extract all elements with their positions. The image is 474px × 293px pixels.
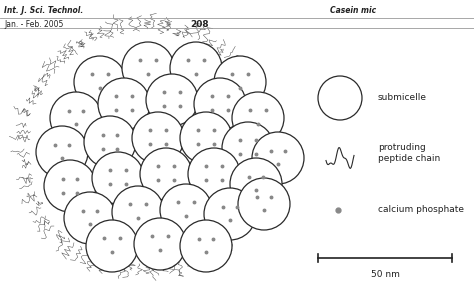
Circle shape bbox=[230, 158, 282, 210]
Circle shape bbox=[180, 112, 232, 164]
Circle shape bbox=[140, 148, 192, 200]
Circle shape bbox=[74, 56, 126, 108]
Circle shape bbox=[238, 178, 290, 230]
Text: Casein mic: Casein mic bbox=[330, 6, 376, 15]
Circle shape bbox=[122, 42, 174, 94]
Circle shape bbox=[36, 126, 88, 178]
Circle shape bbox=[194, 78, 246, 130]
Text: submicelle: submicelle bbox=[378, 93, 427, 103]
Text: protruding
peptide chain: protruding peptide chain bbox=[378, 143, 440, 163]
Text: 50 nm: 50 nm bbox=[371, 270, 400, 279]
Text: 208: 208 bbox=[191, 20, 210, 29]
Circle shape bbox=[112, 186, 164, 238]
Text: Int. J. Sci. Technol.: Int. J. Sci. Technol. bbox=[4, 6, 83, 15]
Circle shape bbox=[204, 188, 256, 240]
Circle shape bbox=[64, 192, 116, 244]
Circle shape bbox=[252, 132, 304, 184]
Text: calcium phosphate: calcium phosphate bbox=[378, 205, 464, 214]
Circle shape bbox=[92, 152, 144, 204]
Text: Jan. - Feb. 2005: Jan. - Feb. 2005 bbox=[4, 20, 64, 29]
Circle shape bbox=[134, 218, 186, 270]
Circle shape bbox=[50, 92, 102, 144]
Circle shape bbox=[84, 116, 136, 168]
Circle shape bbox=[180, 220, 232, 272]
Circle shape bbox=[98, 78, 150, 130]
Circle shape bbox=[146, 74, 198, 126]
Circle shape bbox=[160, 184, 212, 236]
Circle shape bbox=[214, 56, 266, 108]
Circle shape bbox=[170, 42, 222, 94]
Circle shape bbox=[318, 76, 362, 120]
Circle shape bbox=[132, 112, 184, 164]
Circle shape bbox=[86, 220, 138, 272]
Circle shape bbox=[222, 122, 274, 174]
Circle shape bbox=[232, 92, 284, 144]
Circle shape bbox=[188, 148, 240, 200]
Circle shape bbox=[44, 160, 96, 212]
